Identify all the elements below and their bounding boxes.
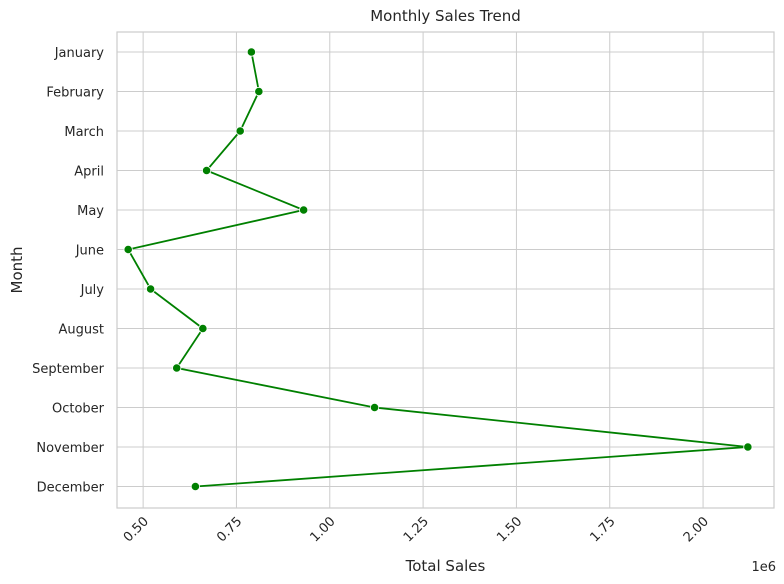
y-tick-label: March [64,125,104,140]
data-point [190,481,200,492]
x-tick-label: 2.00 [681,514,712,545]
plot-frame [116,31,775,509]
x-tick-label: 0.50 [121,514,152,545]
x-tick-label: 0.75 [214,514,245,545]
y-tick-label: September [32,362,105,377]
y-tick-label: May [77,204,104,219]
data-point [743,442,753,452]
y-tick-label: December [37,481,105,496]
x-axis-ticks: 0.50 0.75 1.00 1.25 1.50 1.75 2.00 [121,514,712,545]
data-point [201,165,212,176]
data-point [369,402,380,413]
x-tick-label: 1.75 [587,514,618,545]
y-axis-ticks: January February March April May June July Augu… [32,46,105,496]
data-point [145,284,156,294]
x-axis-title: Total Sales [405,557,486,575]
y-tick-label: October [52,402,105,417]
data-point [254,86,264,97]
data-point [123,244,133,255]
y-tick-label: January [54,46,105,61]
x-tick-label: 1.00 [308,514,339,545]
x-axis-offset-label: 1e6 [751,560,776,575]
data-point [299,205,309,215]
y-tick-label: July [80,283,105,298]
series-points [123,47,753,492]
data-point [246,47,256,57]
y-tick-label: April [74,165,104,180]
y-tick-label: June [75,244,104,259]
y-tick-label: November [36,441,104,456]
grid-lines [117,32,774,508]
chart-title: Monthly Sales Trend [370,7,521,25]
y-axis-title: Month [8,246,26,293]
data-point [172,363,182,373]
series-line [126,51,748,488]
x-tick-label: 1.25 [401,514,432,545]
data-point [235,126,245,136]
x-tick-label: 1.50 [494,514,525,545]
y-tick-label: February [46,86,104,101]
data-point [198,323,208,334]
y-tick-label: August [59,323,105,338]
